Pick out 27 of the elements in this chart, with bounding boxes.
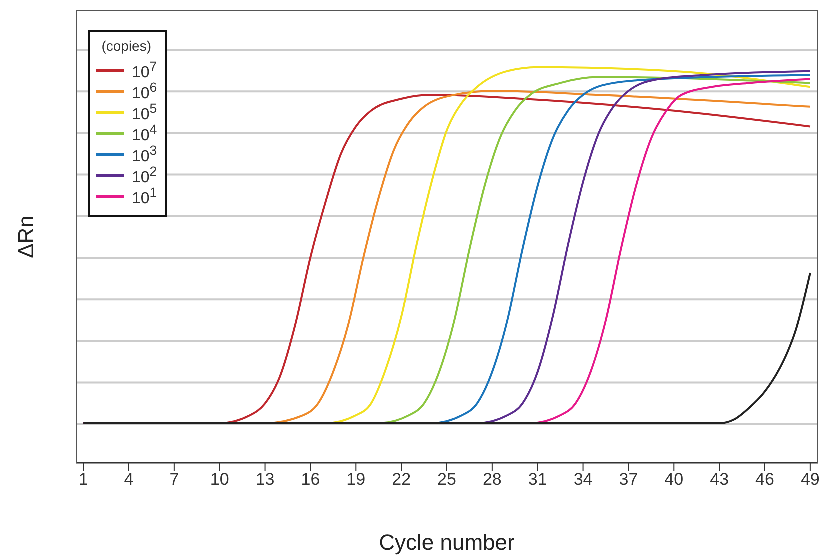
x-tick-label: 22 bbox=[392, 470, 412, 490]
x-tick-label: 43 bbox=[710, 470, 730, 490]
x-tick-label: 31 bbox=[528, 470, 548, 490]
x-axis-title: Cycle number bbox=[379, 530, 515, 555]
x-tick-label: 7 bbox=[170, 470, 180, 490]
x-tick-label: 1 bbox=[78, 470, 88, 490]
x-tick-label: 19 bbox=[346, 470, 366, 490]
legend-title: (copies) bbox=[100, 38, 152, 54]
legend-label: 10$^{7}$ bbox=[132, 58, 158, 82]
x-tick-label: 13 bbox=[256, 470, 275, 490]
x-tick-label: 16 bbox=[301, 470, 320, 490]
x-tick-label: 4 bbox=[124, 470, 134, 490]
legend-label: 10$^{1}$ bbox=[132, 184, 158, 208]
x-tick-label: 49 bbox=[800, 470, 820, 490]
legend-label: 10$^{2}$ bbox=[132, 164, 158, 188]
x-tick-label: 10 bbox=[210, 470, 230, 490]
legend-label: 10$^{6}$ bbox=[132, 80, 158, 104]
y-axis-title: ΔRn bbox=[14, 215, 40, 258]
x-tick-label: 34 bbox=[574, 470, 593, 490]
x-tick-label: 46 bbox=[756, 470, 774, 490]
legend-label: 10$^{3}$ bbox=[132, 142, 158, 166]
x-tick-label: 28 bbox=[482, 470, 502, 490]
legend-label: 10$^{5}$ bbox=[132, 100, 158, 124]
x-tick-label: 37 bbox=[619, 470, 638, 490]
legend-label: 10$^{4}$ bbox=[132, 122, 158, 146]
x-tick-label: 40 bbox=[664, 470, 684, 490]
x-tick-label: 25 bbox=[438, 470, 456, 490]
